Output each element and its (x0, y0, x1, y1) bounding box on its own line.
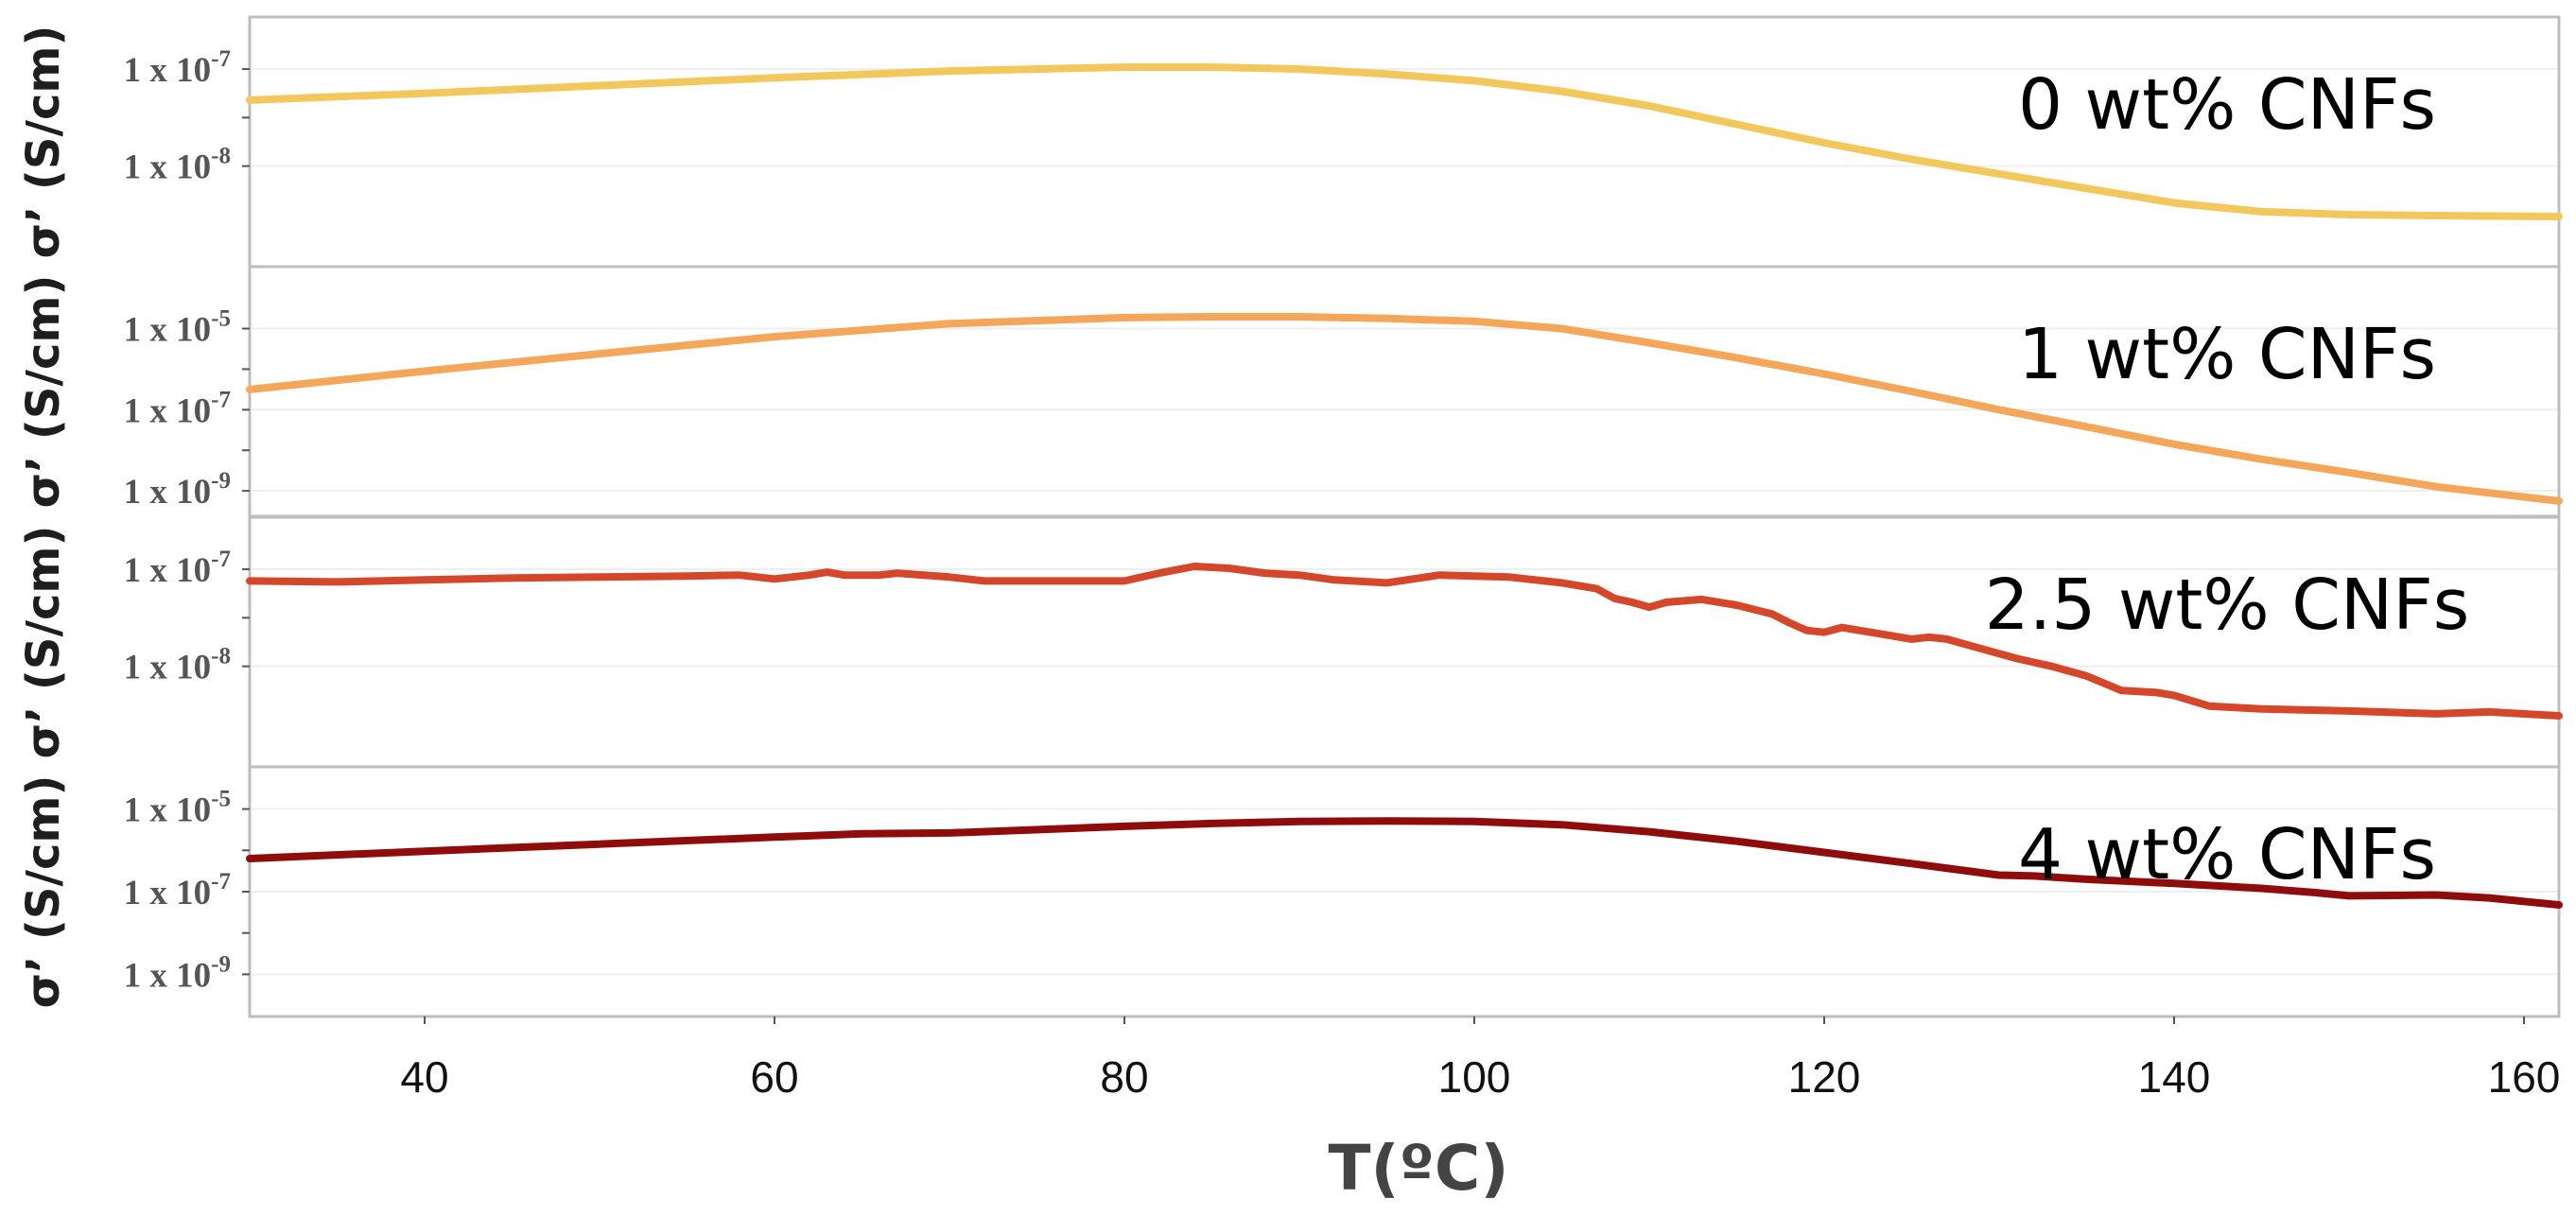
x-tick-label: 80 (1100, 1052, 1148, 1102)
panel: 1 x 10-5 1 x 10-7 1 x 10-9 σ’ (S/cm) 4 wt% C… (17, 765, 2563, 1018)
panel-label: 4 wt% CNFs (2018, 814, 2436, 895)
y-tick-label: 1 x 10-7 (124, 547, 231, 590)
y-tick-label: 1 x 10-7 (124, 46, 231, 90)
y-axis-label: σ’ (S/cm) (17, 526, 70, 759)
x-axis-title: T(ºC) (1328, 1132, 1508, 1205)
series-line (246, 63, 2563, 220)
series-line (246, 313, 2563, 505)
panel-label: 0 wt% CNFs (2018, 64, 2436, 146)
x-tick-label: 160 (2488, 1052, 2561, 1102)
y-tick-label: 1 x 10-7 (124, 387, 231, 430)
panel-label: 2.5 wt% CNFs (1985, 565, 2470, 646)
y-axis-label: σ’ (S/cm) (17, 775, 70, 1009)
y-tick-label: 1 x 10-8 (124, 144, 231, 187)
y-axis-label: σ’ (S/cm) (17, 275, 70, 509)
series-line (246, 563, 2563, 720)
x-tick-label: 60 (750, 1052, 798, 1102)
panel-label: 1 wt% CNFs (2018, 314, 2436, 395)
x-tick-label: 100 (1438, 1052, 1511, 1102)
x-tick-label: 40 (400, 1052, 448, 1102)
x-tick-label: 120 (1788, 1052, 1861, 1102)
y-tick-label: 1 x 10-5 (124, 305, 231, 349)
y-tick-label: 1 x 10-7 (124, 869, 231, 912)
y-axis-label: σ’ (S/cm) (17, 26, 70, 259)
panel: 1 x 10-5 1 x 10-7 1 x 10-9 σ’ (S/cm) 1 wt% C… (17, 265, 2563, 518)
x-tick-label: 140 (2138, 1052, 2211, 1102)
panel: 1 x 10-7 1 x 10-8 σ’ (S/cm) 0 wt% CNFs (17, 15, 2563, 269)
y-tick-label: 1 x 10-5 (124, 787, 231, 830)
y-tick-label: 1 x 10-9 (124, 468, 231, 512)
panel: 1 x 10-7 1 x 10-8 σ’ (S/cm) 2.5 wt% CNFs (17, 515, 2563, 769)
x-axis: 40 60 80 100 120 140 160 (250, 1015, 2561, 1102)
y-tick-label: 1 x 10-8 (124, 644, 231, 687)
y-tick-label: 1 x 10-9 (124, 951, 231, 995)
series-line (246, 817, 2563, 909)
